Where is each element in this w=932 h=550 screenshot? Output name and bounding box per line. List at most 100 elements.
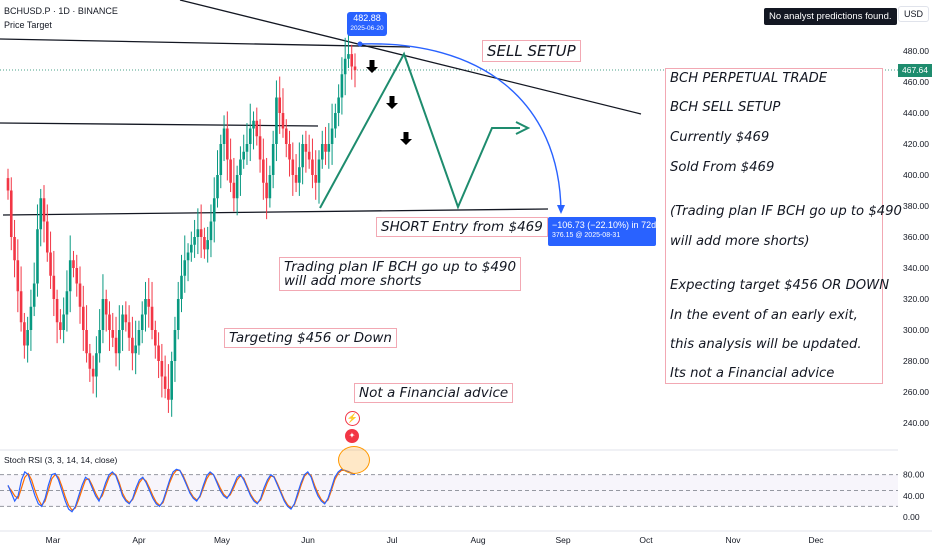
candle-body: [131, 337, 134, 354]
candle-body: [78, 283, 82, 307]
time-axis-tick: Aug: [470, 535, 485, 545]
panel-line: Currently $469: [670, 130, 770, 145]
candle-body: [193, 237, 196, 245]
candle-body: [298, 167, 301, 183]
candle-body: [91, 368, 95, 377]
candle-body: [104, 299, 108, 315]
us-flag-icon[interactable]: ✦: [345, 429, 359, 443]
price-axis-tick: 400.00: [903, 170, 929, 180]
candle-body: [81, 306, 85, 330]
candle-body: [350, 54, 354, 67]
symbol-title[interactable]: BCHUSD.P · 1D · BINANCE: [4, 6, 118, 16]
candle-body: [271, 144, 275, 175]
price-axis-tick: 480.00: [903, 46, 929, 56]
down-arrow: [366, 60, 378, 73]
candle-body: [258, 136, 262, 160]
note-targeting[interactable]: Targeting $456 or Down: [224, 328, 397, 349]
candle-body: [262, 159, 265, 183]
panel-line: (Trading plan IF BCH go up to $490: [670, 204, 902, 219]
price-target-label[interactable]: Price Target: [4, 20, 52, 30]
projection-arrowhead: [515, 121, 531, 135]
price-axis-tick: 280.00: [903, 356, 929, 366]
price-axis-tick: 300.00: [903, 325, 929, 335]
note-trading-plan-line1: Trading plan IF BCH go up to $490: [284, 259, 517, 275]
candle-body: [334, 113, 337, 129]
candle-body: [248, 128, 252, 144]
candle-body: [183, 260, 187, 276]
candle-body: [294, 175, 298, 183]
candle-body: [154, 330, 157, 346]
candle-body: [219, 144, 223, 175]
note-trading-plan-line2: will add more shorts: [284, 273, 422, 290]
price-axis-tick: 360.00: [903, 232, 929, 242]
lightning-icon[interactable]: ⚡: [345, 411, 360, 426]
down-arrow: [400, 132, 412, 145]
note-sell-setup[interactable]: SELL SETUP: [482, 40, 581, 62]
note-trading-plan[interactable]: Trading plan IF BCH go up to $490 will a…: [279, 257, 522, 292]
candle-body: [65, 291, 69, 315]
candle-body: [180, 275, 183, 299]
trendline: [2, 208, 549, 216]
candle-body: [124, 314, 128, 323]
candle-body: [157, 345, 160, 361]
analysis-panel[interactable]: BCH PERPETUAL TRADE BCH SELL SETUP Curre…: [665, 68, 902, 384]
measure-callout[interactable]: −106.73 (−22.10%) in 72d 376.15 @ 2025-0…: [548, 217, 656, 246]
time-axis-tick: Jul: [387, 535, 398, 545]
time-axis-tick: Jun: [301, 535, 315, 545]
candle-body: [160, 361, 164, 377]
currency-selector[interactable]: USD: [898, 6, 930, 22]
candle-body: [68, 260, 72, 292]
candle-body: [203, 237, 206, 250]
candle-body: [239, 159, 242, 175]
time-axis-tick: Oct: [639, 535, 653, 545]
candle-body: [301, 144, 304, 168]
candle-body: [337, 97, 340, 113]
candle-body: [304, 144, 308, 152]
measure-change: −106.73 (−22.10%) in 72d: [552, 220, 657, 230]
high-price-callout[interactable]: 482.88 2025-06-20: [347, 12, 387, 36]
candle-body: [176, 299, 180, 330]
candle-body: [52, 275, 56, 299]
candle-body: [32, 283, 36, 307]
measure-target: 376.15 @ 2025-08-31: [552, 232, 621, 239]
candle-body: [311, 159, 314, 175]
candle-body: [62, 314, 65, 330]
high-price-value: 482.88: [353, 13, 381, 23]
candle-body: [16, 260, 20, 292]
candle-body: [216, 175, 219, 199]
candle-body: [317, 159, 321, 183]
highlight-circle: [338, 446, 370, 474]
price-axis-tick: 460.00: [903, 77, 929, 87]
candle-body: [281, 113, 285, 129]
candle-body: [127, 322, 131, 338]
candle-body: [229, 159, 232, 183]
rsi-axis-tick: 0.00: [903, 512, 920, 522]
candle-body: [245, 144, 249, 152]
candle-body: [268, 175, 272, 199]
stoch-rsi-label[interactable]: Stoch RSI (3, 3, 14, 14, close): [4, 455, 118, 465]
price-axis-tick: 340.00: [903, 263, 929, 273]
candle-body: [212, 198, 216, 222]
price-axis-tick: 260.00: [903, 387, 929, 397]
price-axis-tick: 320.00: [903, 294, 929, 304]
candle-body: [75, 268, 79, 284]
candle-body: [314, 175, 318, 183]
candle-body: [190, 244, 193, 253]
analyst-predictions-notice: No analyst predictions found.: [764, 8, 897, 25]
projection-path: [319, 51, 520, 210]
panel-line: will add more shorts): [670, 234, 810, 249]
candle-body: [9, 190, 13, 237]
candle-body: [140, 314, 144, 330]
target-arc-arrow: [557, 205, 565, 214]
note-not-advice[interactable]: Not a Financial advice: [354, 383, 514, 404]
note-short-entry[interactable]: SHORT Entry from $469: [376, 217, 548, 238]
current-price-tag: 467.64: [898, 64, 932, 77]
candle-body: [222, 128, 226, 144]
down-arrow: [386, 96, 398, 109]
time-axis-tick: Nov: [725, 535, 741, 545]
candle-body: [167, 388, 170, 400]
candle-body: [39, 198, 43, 230]
panel-line: In the event of an early exit,: [670, 308, 858, 323]
